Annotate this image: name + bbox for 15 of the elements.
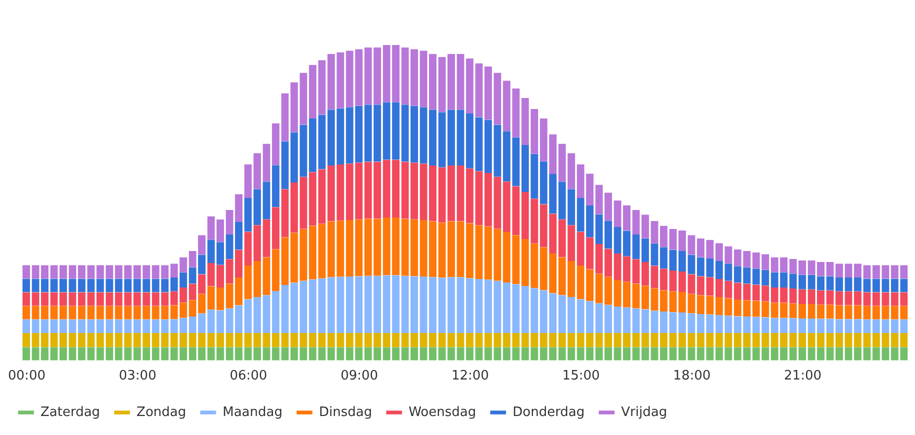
legend-label: Maandag xyxy=(222,404,282,420)
legend-label: Vrijdag xyxy=(621,404,668,420)
x-tick-label: 03:00 xyxy=(118,368,156,384)
x-tick-label: 15:00 xyxy=(562,368,600,384)
legend-label: Zondag xyxy=(136,404,186,420)
x-tick-label: 06:00 xyxy=(230,368,268,384)
legend-label: Zaterdag xyxy=(40,404,100,420)
x-tick-label: 00:00 xyxy=(8,368,46,384)
legend-label: Donderdag xyxy=(512,404,585,420)
x-tick-label: 12:00 xyxy=(451,368,489,384)
legend-label: Dinsdag xyxy=(318,404,372,420)
x-tick-label: 21:00 xyxy=(784,368,822,384)
x-tick-label: 18:00 xyxy=(673,368,711,384)
x-tick-label: 09:00 xyxy=(340,368,378,384)
legend-label: Woensdag xyxy=(408,404,476,420)
